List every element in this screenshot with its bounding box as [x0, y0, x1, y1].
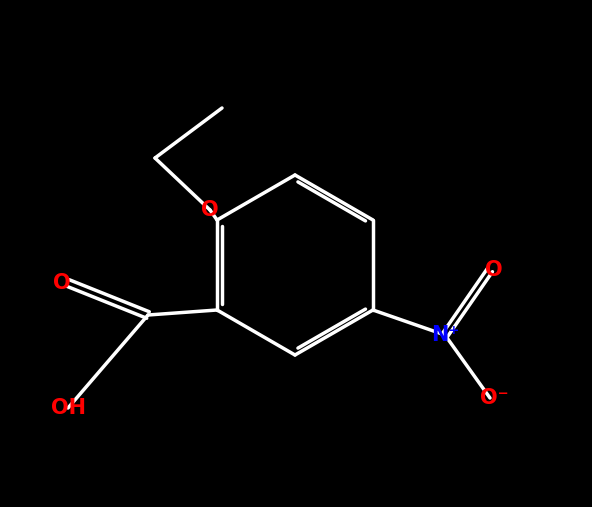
Text: N⁺: N⁺: [431, 325, 459, 345]
Text: O: O: [53, 273, 71, 293]
Text: O⁻: O⁻: [480, 388, 509, 408]
Text: OH: OH: [50, 398, 85, 418]
Text: O: O: [485, 260, 503, 280]
Text: O: O: [201, 200, 219, 220]
